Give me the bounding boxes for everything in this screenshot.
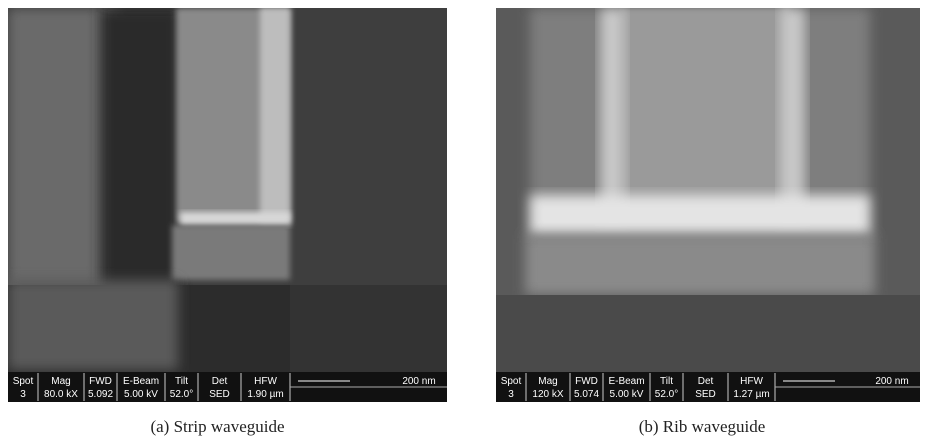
databar-label: Mag (51, 376, 70, 387)
caption: (b) Rib waveguide (639, 417, 766, 436)
databar-label: Tilt (660, 376, 673, 387)
databar-label: Det (698, 376, 714, 387)
databar-value: 52.0° (170, 389, 193, 400)
scale-label: 200 nm (402, 376, 435, 387)
databar-value: 120 kX (532, 389, 563, 400)
figure: Spot 3 Mag 80.0 kX FWD 5.092 E-Beam 5.00 kV Tilt… (0, 0, 925, 439)
caption: (a) Strip waveguide (150, 417, 284, 436)
page: Spot 3 Mag 80.0 kX FWD 5.092 E-Beam 5.00 kV Tilt… (0, 0, 925, 439)
databar-label: E-Beam (608, 376, 644, 387)
databar-label: FWD (575, 376, 598, 387)
databar-label: HFW (740, 376, 763, 387)
sem-image-strip (8, 8, 447, 375)
databar-value: 1.90 µm (247, 389, 283, 400)
databar-value: 80.0 kX (44, 389, 78, 400)
databar-label: Det (212, 376, 228, 387)
sem-image-rib (496, 8, 920, 375)
databar-label: Spot (501, 376, 522, 387)
databar-label: FWD (89, 376, 112, 387)
databar-value: SED (695, 389, 716, 400)
databar-label: Tilt (175, 376, 188, 387)
databar-value: 5.00 kV (610, 389, 644, 400)
databar-value: 5.074 (574, 389, 599, 400)
databar-label: E-Beam (123, 376, 159, 387)
databar-value: SED (209, 389, 230, 400)
databar-label: Mag (538, 376, 557, 387)
scale-label: 200 nm (875, 376, 908, 387)
databar-value: 5.00 kV (124, 389, 158, 400)
databars: Spot 3 Mag 80.0 kX FWD 5.092 E-Beam 5.00 kV Tilt… (8, 372, 920, 436)
databar-value: 5.092 (88, 389, 113, 400)
databar-label: HFW (254, 376, 277, 387)
databar-value: 1.27 µm (733, 389, 769, 400)
databar-label: Spot (13, 376, 34, 387)
databar-value: 52.0° (655, 389, 678, 400)
databar-value: 3 (20, 389, 26, 400)
databar-value: 3 (508, 389, 514, 400)
